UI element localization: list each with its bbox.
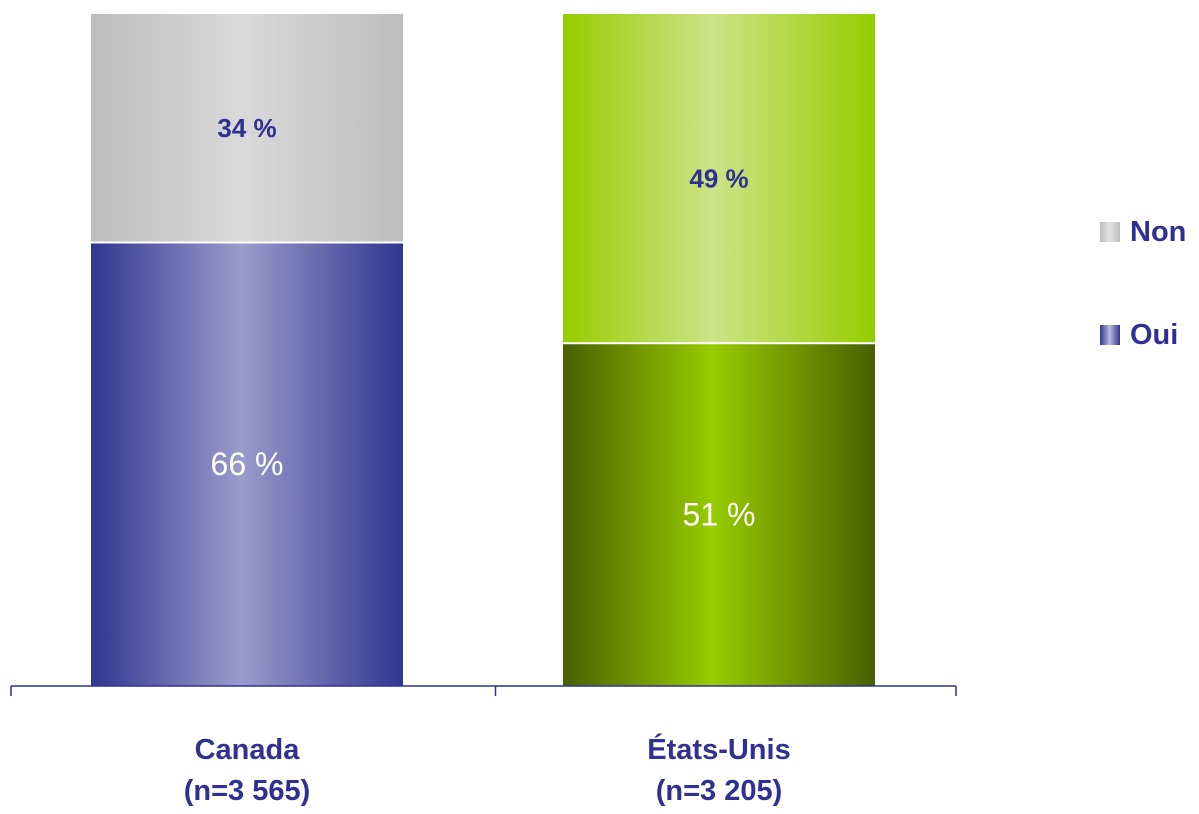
value-label-canada-non: 34 % bbox=[217, 113, 276, 143]
legend-swatch-oui bbox=[1100, 325, 1120, 345]
category-sample-size-canada: (n=3 565) bbox=[184, 775, 311, 807]
legend-label-non: Non bbox=[1130, 216, 1186, 248]
bar-canada-oui bbox=[91, 242, 403, 687]
value-label-etats-unis-non: 49 % bbox=[689, 164, 748, 194]
category-label-canada: Canada bbox=[195, 734, 301, 766]
value-label-canada-oui: 66 % bbox=[211, 446, 284, 482]
category-sample-size-etats-unis: (n=3 205) bbox=[656, 775, 783, 807]
value-label-etats-unis-oui: 51 % bbox=[683, 497, 756, 533]
category-label-etats-unis: États-Unis bbox=[647, 732, 790, 766]
legend: Non Oui bbox=[1100, 216, 1186, 351]
x-axis bbox=[10, 685, 957, 696]
value-labels-layer: 66 % 34 % 51 % 49 % bbox=[211, 113, 756, 532]
bar-etats-unis-oui bbox=[563, 343, 875, 686]
bar-etats-unis-non bbox=[563, 14, 875, 344]
bars-layer bbox=[91, 14, 875, 687]
legend-label-oui: Oui bbox=[1130, 319, 1178, 351]
category-labels: Canada (n=3 565) États-Unis (n=3 205) bbox=[184, 732, 791, 807]
legend-swatch-non bbox=[1100, 222, 1120, 242]
bar-canada-non bbox=[91, 14, 403, 243]
